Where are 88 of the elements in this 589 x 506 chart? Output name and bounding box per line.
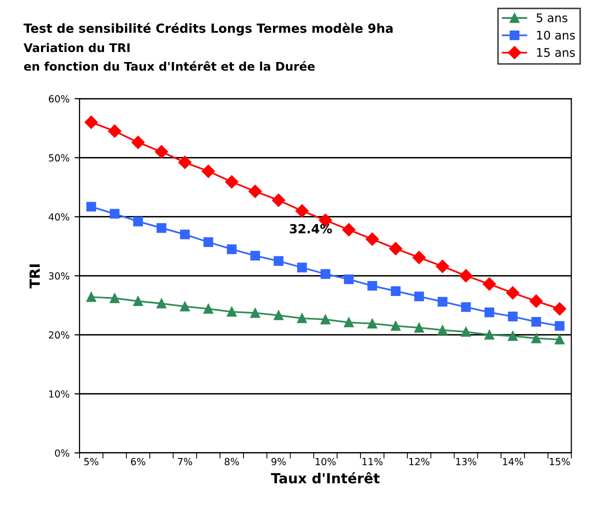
point: [203, 237, 214, 247]
x-tick-label: 12%: [409, 458, 430, 466]
point: [226, 244, 237, 254]
point: [438, 325, 448, 335]
x-tick-label: 13%: [456, 458, 476, 466]
point: [438, 296, 448, 307]
y-tick-label: 0%: [55, 449, 70, 457]
legend-label: 15 ans: [537, 48, 575, 57]
point: [389, 242, 402, 256]
point: [531, 316, 542, 327]
point: [250, 308, 260, 318]
point: [84, 116, 98, 129]
legend-label: 10 ans: [537, 30, 575, 40]
point: [156, 223, 166, 233]
point: [344, 318, 354, 328]
point: [225, 175, 238, 188]
point: [133, 216, 143, 226]
point: [459, 269, 473, 282]
x-tick-label: 7%: [178, 458, 192, 466]
point: [414, 292, 424, 302]
x-tick-label: 15%: [550, 458, 570, 466]
point: [156, 298, 166, 308]
point: [274, 256, 284, 266]
point: [484, 330, 494, 340]
point: [320, 269, 330, 279]
x-tick-label: 5%: [84, 458, 98, 466]
point: [412, 250, 426, 264]
point: [295, 204, 309, 218]
x-tick-label: 14%: [503, 458, 524, 466]
point: [297, 262, 307, 272]
y-tick-label: 50%: [48, 154, 70, 162]
y-axis-title: TRI: [30, 264, 40, 288]
point: [342, 223, 356, 236]
point: [203, 304, 214, 314]
point: [436, 260, 450, 273]
point: [226, 306, 237, 317]
point: [248, 184, 262, 198]
point: [110, 293, 120, 304]
point: [484, 308, 494, 318]
point: [344, 274, 354, 284]
y-tick-label: 30%: [48, 272, 70, 280]
x-tick-label: 8%: [224, 458, 239, 466]
point: [366, 232, 379, 246]
point: [530, 294, 543, 308]
point: [202, 164, 215, 178]
legend-label: 5 ans: [536, 14, 568, 22]
point: [506, 286, 520, 300]
x-tick-label: 11%: [362, 458, 383, 466]
point: [390, 286, 401, 296]
point: [390, 321, 401, 331]
point: [272, 194, 286, 207]
chart-subtitle: Variation du TRI en fonction du Taux d'Intérêt et de la Durée: [24, 43, 315, 71]
point: [131, 136, 145, 149]
y-tick-label: 20%: [48, 331, 70, 339]
x-tick-label: 10%: [316, 458, 336, 466]
point: [482, 277, 496, 291]
point: [250, 250, 260, 261]
point: [180, 302, 190, 312]
x-tick-label: 6%: [131, 458, 146, 466]
point: [86, 292, 96, 302]
point: [367, 280, 378, 291]
y-tick-label: 10%: [49, 390, 70, 398]
point: [554, 334, 564, 344]
point: [110, 208, 120, 219]
point: [133, 296, 143, 306]
point: [108, 124, 122, 138]
point: [554, 321, 564, 331]
chart-title: Test de sensibilité Crédits Longs Termes modèle 9ha: [24, 22, 393, 36]
point: [508, 331, 518, 341]
point: [414, 322, 424, 333]
point: [367, 318, 378, 328]
point: [461, 302, 471, 312]
y-tick-label: 60%: [48, 95, 70, 102]
point: [86, 202, 96, 212]
point: [154, 145, 168, 158]
point: [180, 230, 190, 240]
y-tick-label: 40%: [48, 213, 70, 221]
x-axis-title: Taux d'Intérêt: [271, 472, 380, 484]
point: [508, 312, 518, 322]
point: [461, 326, 471, 337]
x-tick-label: 9%: [271, 458, 286, 466]
point: [553, 302, 566, 316]
point: [297, 313, 307, 324]
point: [274, 310, 284, 320]
annotation: 32.4%: [290, 224, 332, 234]
point: [320, 314, 330, 324]
point: [531, 333, 542, 344]
point: [178, 156, 192, 170]
